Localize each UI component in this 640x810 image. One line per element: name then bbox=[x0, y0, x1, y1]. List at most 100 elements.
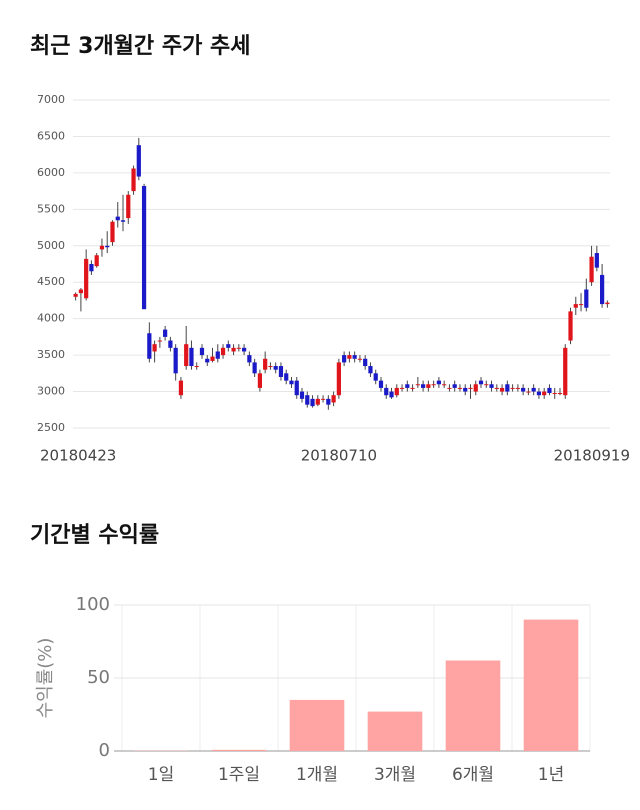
candle-body bbox=[478, 380, 484, 385]
candle-body bbox=[184, 344, 189, 367]
candle-body bbox=[268, 366, 273, 368]
candle-body bbox=[336, 362, 341, 396]
candle-body bbox=[521, 387, 526, 392]
candle-body bbox=[368, 366, 373, 374]
y-tick-label: 3500 bbox=[37, 348, 65, 361]
x-tick-label: 20180423 bbox=[40, 447, 116, 465]
candle-body bbox=[399, 387, 405, 389]
candle-body bbox=[326, 398, 331, 405]
candle-body bbox=[78, 289, 84, 294]
candle-body bbox=[126, 194, 131, 219]
candle-body bbox=[405, 384, 410, 388]
candle-body bbox=[73, 293, 78, 297]
candle-body bbox=[415, 384, 420, 386]
candle-body bbox=[589, 256, 594, 283]
candle-body bbox=[247, 355, 252, 363]
candle-body bbox=[352, 355, 357, 359]
candle-body bbox=[342, 355, 347, 363]
y-tick-label: 5500 bbox=[37, 202, 65, 215]
candle-body bbox=[515, 387, 520, 389]
candle-body bbox=[131, 168, 136, 192]
bar bbox=[523, 619, 579, 751]
bar bbox=[445, 660, 501, 751]
candle-body bbox=[115, 216, 120, 221]
candle-body bbox=[363, 358, 368, 367]
y-tick-label: 50 bbox=[87, 667, 110, 688]
candle-body bbox=[547, 387, 552, 394]
candle-body bbox=[89, 264, 94, 272]
candle-body bbox=[605, 302, 610, 305]
candle-body bbox=[426, 384, 431, 388]
candle-body bbox=[373, 373, 378, 381]
y-tick-label: 2500 bbox=[37, 421, 65, 434]
candle-body bbox=[378, 380, 384, 388]
candle-body bbox=[457, 387, 463, 389]
candle-body bbox=[442, 384, 447, 386]
candle-body bbox=[210, 356, 215, 361]
candle-body bbox=[557, 393, 563, 395]
candle-body bbox=[531, 387, 536, 392]
y-tick-label: 6500 bbox=[37, 129, 65, 142]
candle-body bbox=[578, 304, 584, 306]
chart-title: 최근 3개월간 주가 추세 bbox=[30, 34, 250, 59]
chart-title: 기간별 수익률 bbox=[30, 523, 159, 548]
y-tick-label: 100 bbox=[76, 594, 110, 615]
bar bbox=[367, 711, 423, 751]
candle-body bbox=[152, 344, 157, 352]
candle-body bbox=[347, 355, 352, 359]
bar bbox=[289, 699, 345, 751]
candle-body bbox=[357, 358, 363, 360]
candle-body bbox=[99, 245, 105, 250]
x-tick-label: 20180710 bbox=[301, 447, 377, 465]
candle-body bbox=[510, 387, 515, 389]
candle-body bbox=[168, 340, 173, 348]
candle-body bbox=[110, 221, 115, 243]
candle-body bbox=[299, 391, 305, 399]
y-tick-label: 7000 bbox=[37, 93, 65, 106]
y-tick-label: 5000 bbox=[37, 239, 65, 252]
candle-body bbox=[178, 380, 184, 396]
candle-body bbox=[310, 398, 315, 407]
candle-body bbox=[205, 358, 210, 363]
candle-body bbox=[505, 384, 510, 392]
candle-body bbox=[163, 329, 168, 337]
candle-body bbox=[189, 347, 194, 367]
candle-body bbox=[331, 395, 336, 403]
candle-body bbox=[226, 344, 231, 348]
x-tick-label: 1주일 bbox=[218, 765, 260, 785]
candle-body bbox=[473, 384, 478, 392]
candle-body bbox=[263, 358, 268, 370]
candle-body bbox=[573, 304, 578, 308]
candle-body bbox=[94, 255, 99, 267]
candle-body bbox=[236, 347, 241, 349]
candle-body bbox=[289, 380, 294, 385]
x-tick-label: 20180919 bbox=[554, 447, 630, 465]
y-tick-label: 3000 bbox=[37, 385, 65, 398]
candle-body bbox=[199, 347, 205, 356]
candle-body bbox=[278, 366, 284, 377]
candle-body bbox=[499, 387, 505, 392]
candle-body bbox=[536, 391, 542, 396]
candle-body bbox=[410, 387, 415, 389]
candle-body bbox=[320, 398, 326, 400]
candle-body bbox=[389, 391, 394, 398]
candle-body bbox=[141, 186, 147, 310]
candle-body bbox=[594, 253, 599, 268]
candle-body bbox=[484, 384, 489, 386]
candle-body bbox=[552, 393, 557, 395]
candle-body bbox=[241, 347, 247, 352]
candle-body bbox=[431, 384, 436, 386]
candle-body bbox=[568, 311, 573, 341]
candle-body bbox=[447, 387, 452, 389]
x-tick-label: 1년 bbox=[538, 765, 564, 785]
candle-body bbox=[173, 347, 178, 374]
x-tick-label: 1개월 bbox=[296, 765, 338, 785]
y-tick-label: 4000 bbox=[37, 312, 65, 325]
candle-body bbox=[468, 387, 473, 389]
candle-body bbox=[215, 351, 220, 359]
candle-body bbox=[157, 340, 162, 342]
y-tick-label: 6000 bbox=[37, 166, 65, 179]
candle-body bbox=[584, 289, 589, 308]
y-tick-label: 0 bbox=[99, 740, 110, 761]
